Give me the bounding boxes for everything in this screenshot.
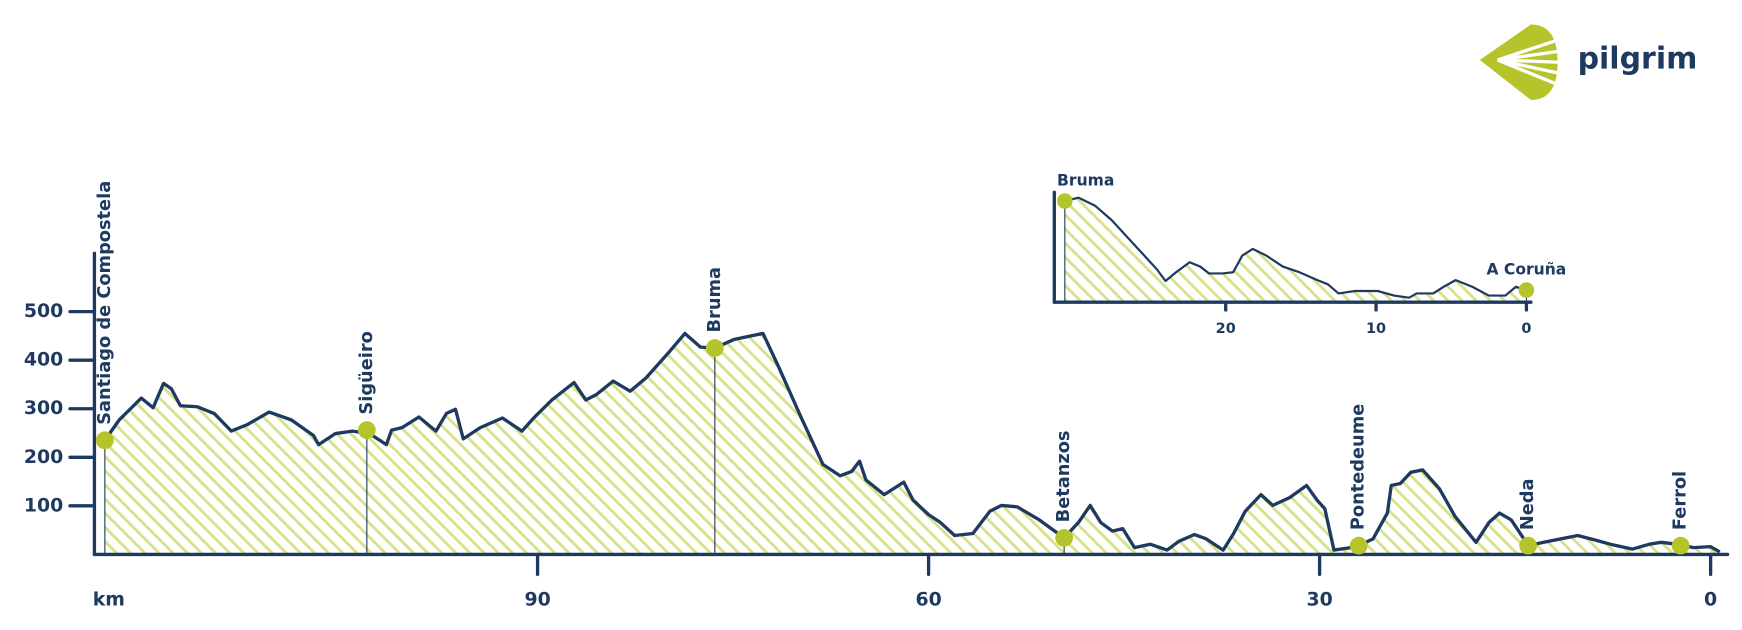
stop-label: Bruma bbox=[705, 267, 725, 332]
stop-marker bbox=[1057, 193, 1073, 209]
stop-marker bbox=[1671, 536, 1690, 555]
brand-name: pilgrim bbox=[1578, 42, 1698, 77]
stop-label: Pontedeume bbox=[1349, 404, 1369, 530]
stop-label: A Coruña bbox=[1486, 261, 1566, 279]
stop-label: Sigüeiro bbox=[357, 331, 377, 414]
stop-marker bbox=[705, 339, 724, 357]
stop-label: Santiago de Compostela bbox=[95, 181, 115, 425]
logo: pilgrim bbox=[1479, 24, 1698, 101]
stop-marker bbox=[1055, 529, 1074, 547]
logo-shell-ribs bbox=[1496, 38, 1561, 87]
y-tick-label: 400 bbox=[24, 349, 63, 371]
stop-label: Neda bbox=[1518, 478, 1538, 530]
x-tick-label: 60 bbox=[915, 588, 941, 610]
stop-label: Bruma bbox=[1057, 172, 1114, 190]
x-axis-label: km bbox=[93, 588, 125, 610]
y-tick-label: 300 bbox=[24, 397, 63, 419]
stop-label: Betanzos bbox=[1054, 431, 1074, 523]
stop-marker bbox=[357, 421, 376, 439]
x-tick-label: 0 bbox=[1704, 588, 1717, 610]
stop-marker bbox=[95, 431, 114, 450]
x-tick-label: 0 bbox=[1521, 321, 1531, 337]
stop-marker bbox=[1349, 536, 1368, 555]
x-tick-label: 10 bbox=[1366, 321, 1386, 337]
stop-marker bbox=[1519, 536, 1538, 555]
y-tick-label: 200 bbox=[24, 446, 63, 468]
x-tick-label: 20 bbox=[1216, 321, 1236, 337]
stop-label: Ferrol bbox=[1671, 471, 1691, 530]
stop-marker bbox=[1518, 282, 1535, 298]
y-tick-label: 500 bbox=[24, 300, 63, 322]
x-tick-label: 30 bbox=[1306, 588, 1332, 610]
elevation-area bbox=[1064, 197, 1527, 303]
x-tick-label: 90 bbox=[524, 588, 550, 610]
y-tick-label: 100 bbox=[24, 494, 63, 516]
elevation-line bbox=[103, 331, 1721, 554]
elevation-area bbox=[104, 333, 1720, 555]
elevation-line bbox=[1064, 196, 1527, 299]
